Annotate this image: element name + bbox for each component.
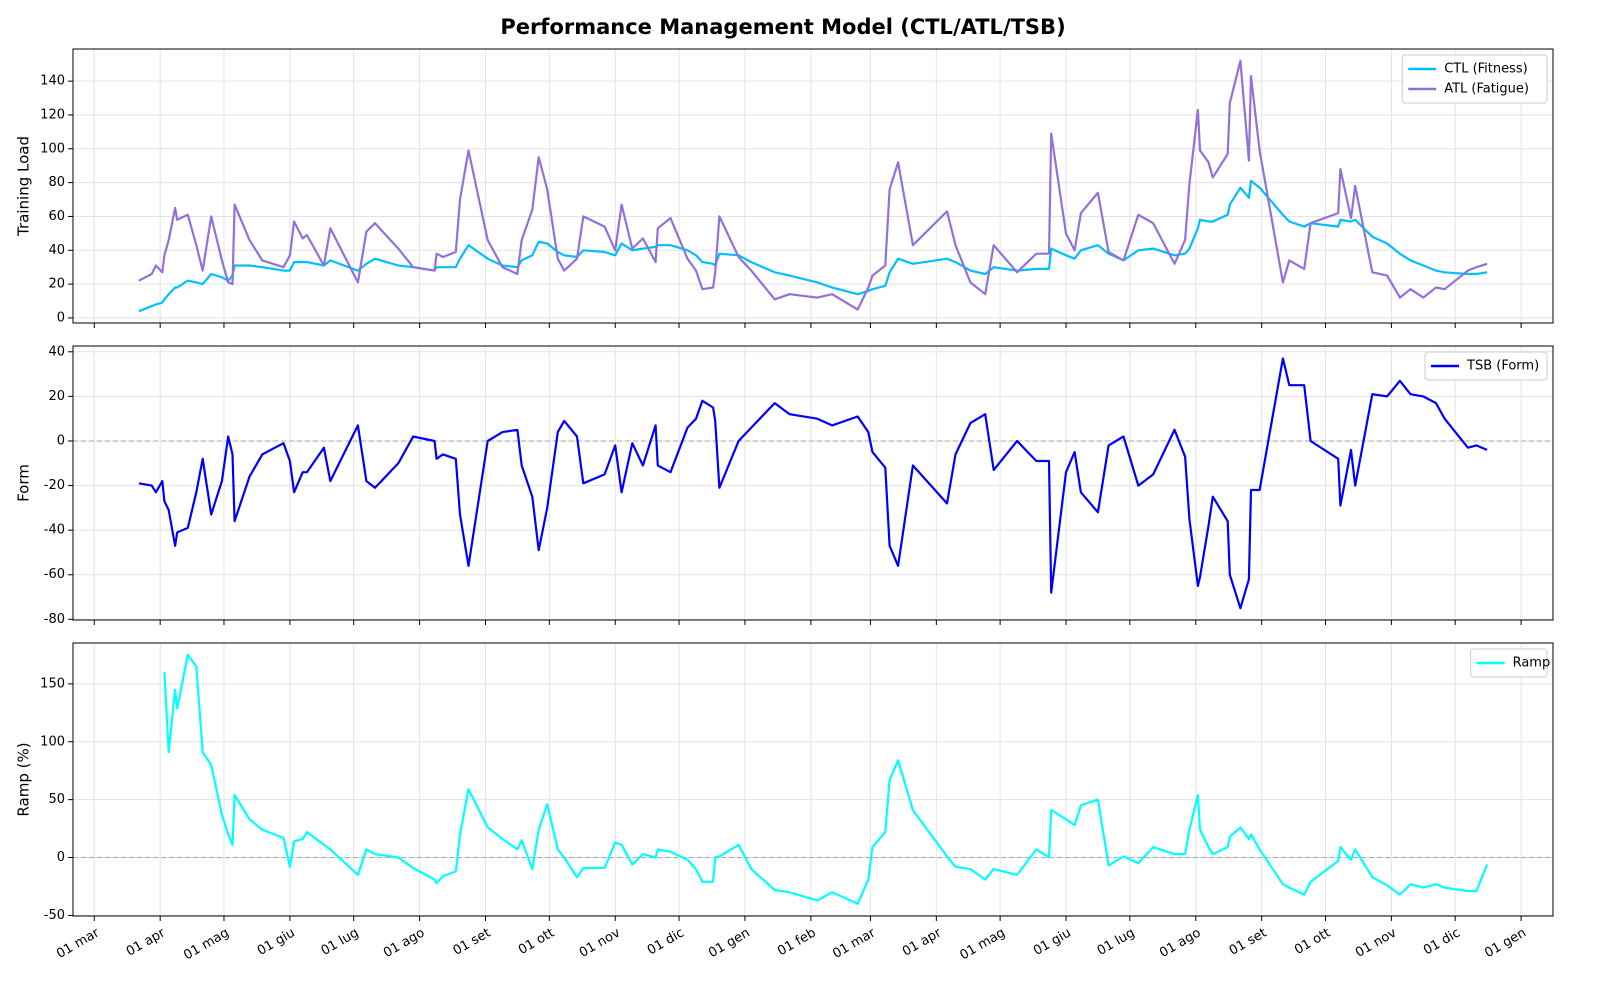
- y-tick-label: 0: [57, 310, 65, 325]
- y-tick-label: 50: [48, 792, 65, 807]
- chart-title: Performance Management Model (CTL/ATL/TS…: [500, 15, 1065, 39]
- y-axis-label: Form: [15, 464, 33, 502]
- y-tick-label: 40: [48, 243, 65, 258]
- series-line: [138, 59, 1488, 311]
- legend-box: [1424, 351, 1548, 381]
- legend-label: CTL (Fitness): [1444, 62, 1528, 77]
- y-tick-label: -20: [44, 478, 65, 493]
- panel: 01 mar 01 apr 01 mag 01 giu 01 lug 01 ago 01 s…: [15, 642, 1554, 964]
- legend-box: [1401, 54, 1548, 104]
- x-tick-label: 01 apr: [900, 925, 945, 959]
- x-tick-label: 01 apr: [124, 925, 169, 959]
- x-tick-label: 01 nov: [1353, 925, 1399, 960]
- x-tick-label: 01 feb: [775, 926, 818, 960]
- x-tick-label: 01 giu: [1031, 926, 1074, 959]
- y-tick-label: 100: [40, 141, 65, 156]
- x-tick-label: 01 lug: [1095, 926, 1138, 959]
- y-tick-label: 0: [57, 850, 65, 865]
- x-tick-label: 01 mag: [957, 926, 1007, 964]
- y-tick-label: 40: [48, 344, 65, 359]
- x-tick-label: 01 lug: [319, 926, 362, 959]
- x-tick-label: 01 mag: [181, 926, 231, 964]
- x-tick-label: 01 nov: [577, 925, 623, 960]
- y-tick-label: 150: [40, 676, 65, 691]
- series-line: [138, 357, 1488, 610]
- x-tick-label: 01 dic: [1421, 926, 1463, 959]
- y-tick-label: 60: [48, 209, 65, 224]
- panel: 0 20 40 60 80 100 120 140 Training Load CTL (Fitn…: [15, 48, 1554, 328]
- y-tick-label: 80: [48, 175, 65, 190]
- plot-frame: [72, 642, 1554, 917]
- x-tick-label: 01 ott: [516, 926, 557, 958]
- series-line: [163, 653, 1489, 905]
- x-tick-label: 01 giu: [255, 926, 298, 959]
- x-tick-label: 01 ago: [1157, 925, 1203, 960]
- series-line: [138, 179, 1488, 313]
- plot-frame: [72, 345, 1554, 621]
- y-tick-label: 120: [40, 107, 65, 122]
- x-tick-label: 01 gen: [706, 926, 753, 962]
- legend-label: TSB (Form): [1466, 359, 1539, 374]
- legend-box: [1470, 648, 1548, 678]
- x-tick-label: 01 ago: [381, 925, 427, 960]
- x-tick-label: 01 set: [1227, 926, 1270, 959]
- y-axis-label: Ramp (%): [15, 742, 33, 816]
- panel: -80 -60 -40 -20 0 20 40 Form TSB (Form): [15, 344, 1554, 627]
- legend: CTL (Fitness) ATL (Fatigue): [1401, 54, 1548, 104]
- legend-label: ATL (Fatigue): [1444, 82, 1529, 97]
- y-tick-label: 140: [40, 74, 65, 89]
- y-tick-label: -60: [44, 567, 65, 582]
- x-tick-label: 01 gen: [1482, 926, 1529, 962]
- plot-frame: [72, 48, 1554, 324]
- x-tick-label: 01 mar: [830, 925, 878, 962]
- x-tick-label: 01 ott: [1292, 926, 1333, 958]
- x-tick-label: 01 dic: [645, 926, 687, 959]
- y-tick-label: 0: [57, 433, 65, 448]
- legend: TSB (Form): [1424, 351, 1548, 381]
- legend: Ramp: [1470, 648, 1551, 678]
- y-axis-label: Training Load: [15, 136, 33, 237]
- x-tick-label: 01 set: [451, 926, 494, 959]
- y-tick-label: -80: [44, 612, 65, 627]
- y-tick-label: 20: [48, 389, 65, 404]
- x-tick-label: 01 mar: [54, 925, 102, 962]
- y-tick-label: 20: [48, 277, 65, 292]
- y-tick-label: -40: [44, 523, 65, 538]
- legend-label: Ramp: [1513, 656, 1551, 671]
- y-tick-label: -50: [44, 908, 65, 923]
- y-tick-label: 100: [40, 734, 65, 749]
